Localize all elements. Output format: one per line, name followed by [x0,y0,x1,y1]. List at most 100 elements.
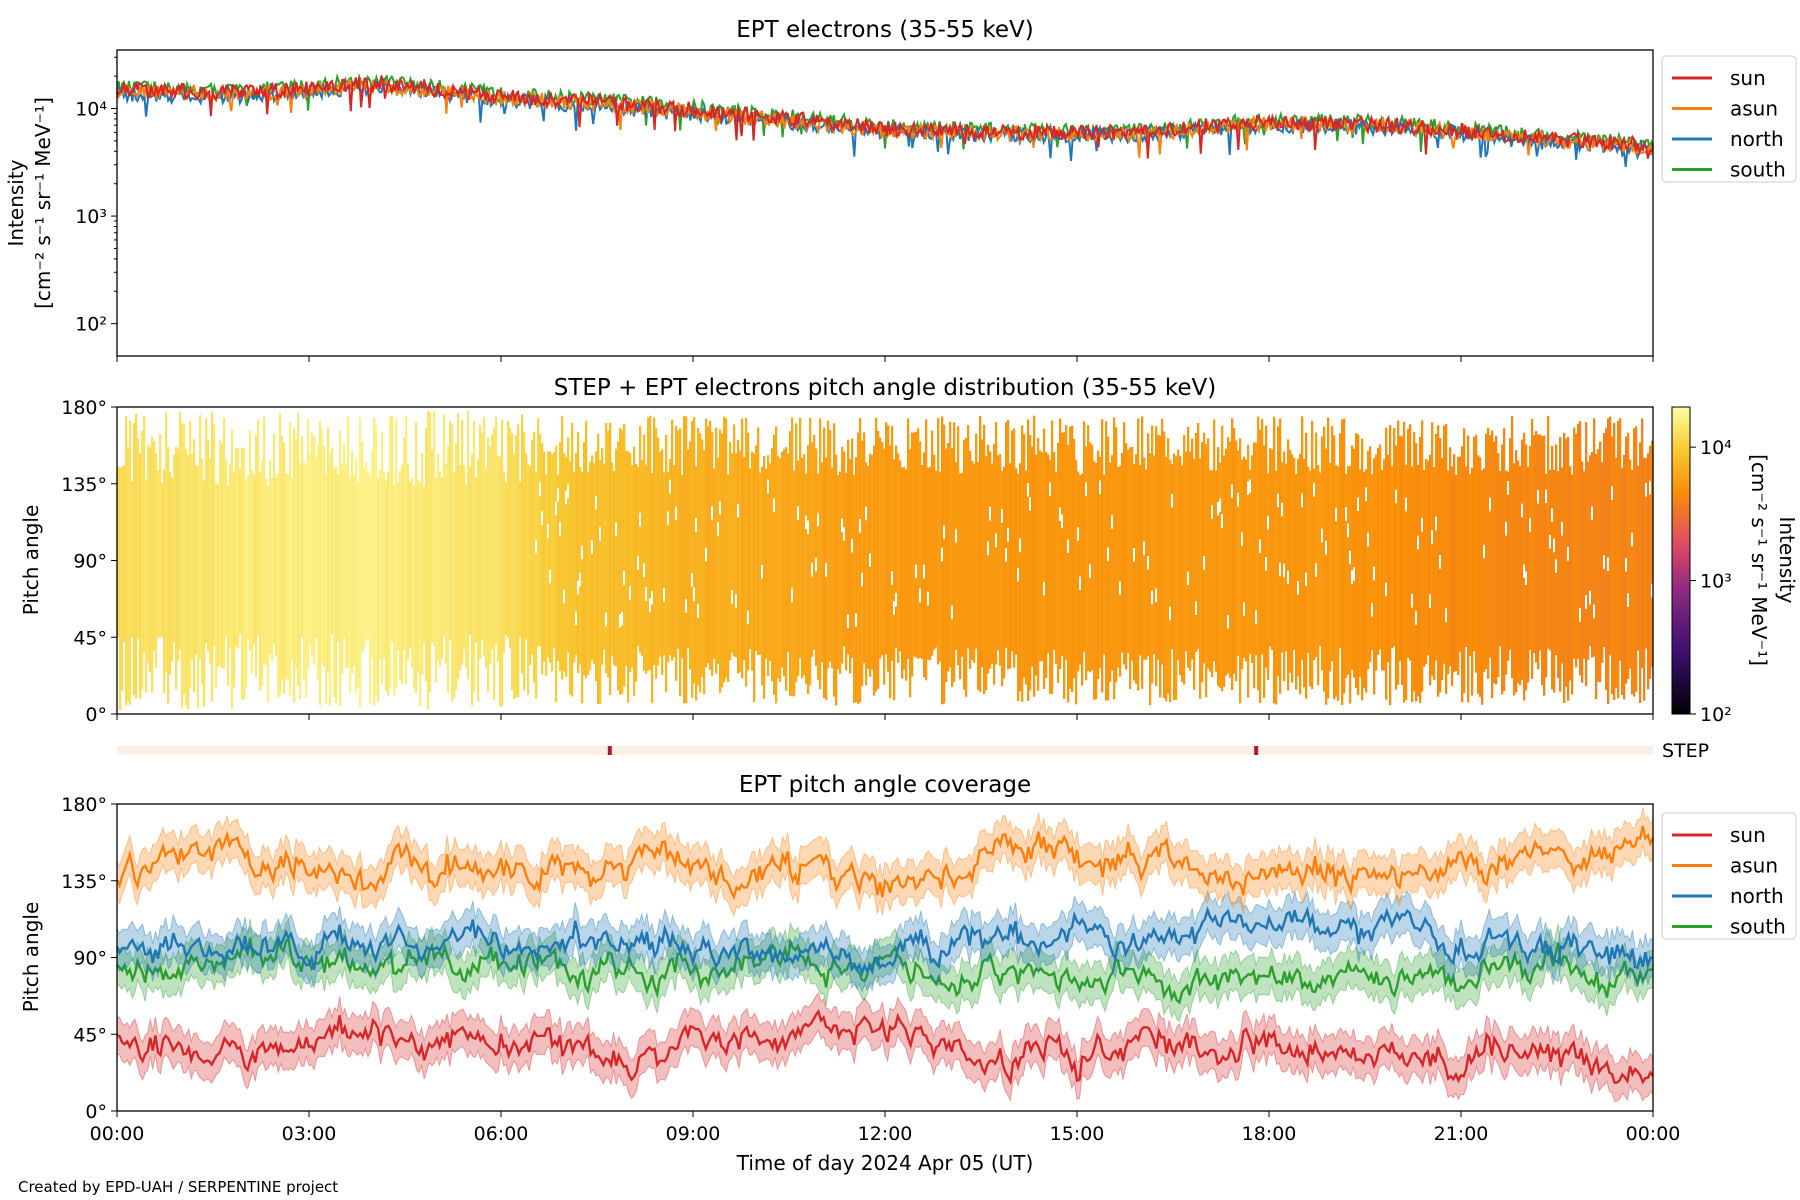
heatmap-cell [1131,446,1134,661]
heatmap-cell [631,465,634,668]
heatmap-cell [159,434,162,638]
heatmap-gap [595,495,598,510]
heatmap-cell [375,425,378,695]
heatmap-cell [1307,466,1310,653]
heatmap-cell [701,439,704,677]
heatmap-cell [643,434,646,672]
heatmap-cell [565,456,568,677]
heatmap-cell [1369,446,1372,662]
heatmap-cell [741,418,744,679]
heatmap-cell [1331,426,1334,662]
heatmap-gap [825,563,828,577]
heatmap-cell [743,457,746,661]
heatmap-cell [971,460,974,661]
heatmap-gap [1085,482,1088,496]
heatmap-gap [951,605,954,620]
heatmap-cell [559,442,562,672]
heatmap-cell [203,480,206,707]
heatmap-cell [1467,435,1470,703]
heatmap-cell [1347,466,1350,675]
heatmap-cell [1617,420,1620,699]
heatmap-cell [239,468,242,635]
heatmap-cell [891,425,894,661]
heatmap-cell [679,428,682,697]
heatmap-cell [201,458,204,685]
heatmap-cell [289,422,292,696]
heatmap-cell [387,471,390,696]
heatmap-cell [955,462,958,650]
heatmap-cell [1133,463,1136,681]
heatmap-cell [139,453,142,699]
heatmap-cell [1509,438,1512,650]
heatmap-cell [893,459,896,701]
heatmap-cell [627,451,630,703]
heatmap-gap [1585,595,1588,609]
heatmap-cell [1239,438,1242,704]
heatmap-cell [677,430,680,649]
heatmap-cell [339,430,342,707]
heatmap-cell [691,421,694,698]
xtick-label: 15:00 [1050,1123,1105,1145]
heatmap-cell [991,463,994,664]
heatmap-cell [683,416,686,704]
heatmap-gap [691,573,694,587]
heatmap-cell [789,431,792,697]
heatmap-cell [1289,449,1292,673]
heatmap-cell [1295,474,1298,690]
heatmap-gap [1247,481,1250,495]
heatmap-cell [413,486,416,689]
heatmap-cell [241,448,244,700]
heatmap-cell [1013,428,1016,668]
heatmap-cell [219,439,222,667]
heatmap-gap [1267,515,1270,530]
heatmap-cell [581,472,584,704]
heatmap-gap [1431,530,1434,544]
heatmap-cell [703,450,706,695]
heatmap-cell [1371,474,1374,651]
heatmap-cell [1015,468,1018,655]
heatmap-cell [675,426,678,681]
heatmap-cell [173,454,176,643]
heatmap-cell [245,479,248,688]
heatmap-cell [1229,441,1232,678]
heatmap-cell [621,430,624,695]
heatmap-cell [1255,442,1258,656]
heatmap-cell [831,467,834,669]
heatmap-cell [397,482,400,651]
heatmap-cell [143,415,146,653]
heatmap-cell [649,415,652,670]
heatmap-cell [301,436,304,638]
heatmap-cell [557,474,560,661]
heatmap-gap [989,506,992,521]
heatmap-cell [921,465,924,660]
heatmap-cell [857,432,860,704]
heatmap-cell [877,431,880,689]
heatmap-cell [1097,450,1100,680]
heatmap-cell [345,464,348,669]
heatmap-cell [1557,471,1560,678]
heatmap-cell [1343,418,1346,694]
heatmap-cell [1257,416,1260,691]
heatmap-gap [1067,539,1070,553]
heatmap-cell [1019,463,1022,692]
heatmap-cell [987,444,990,674]
heatmap-gap [669,479,672,494]
heatmap-cell [1079,475,1082,665]
heatmap-cell [131,481,134,638]
heatmap-cell [1003,466,1006,679]
heatmap-gap [943,525,946,540]
heatmap-gap [1603,555,1606,569]
heatmap-cell [299,463,302,700]
heatmap-cell [1269,448,1272,647]
heatmap-cell [527,464,530,695]
heatmap-cell [829,430,832,662]
heatmap-cell [1379,444,1382,650]
heatmap-cell [1455,475,1458,671]
heatmap-cell [505,482,508,635]
heatmap-cell [517,424,520,697]
heatmap-gap [615,522,618,536]
heatmap-gap [1349,550,1352,565]
heatmap-cell [555,445,558,703]
heatmap-cell [175,446,178,690]
heatmap-cell [283,442,286,694]
